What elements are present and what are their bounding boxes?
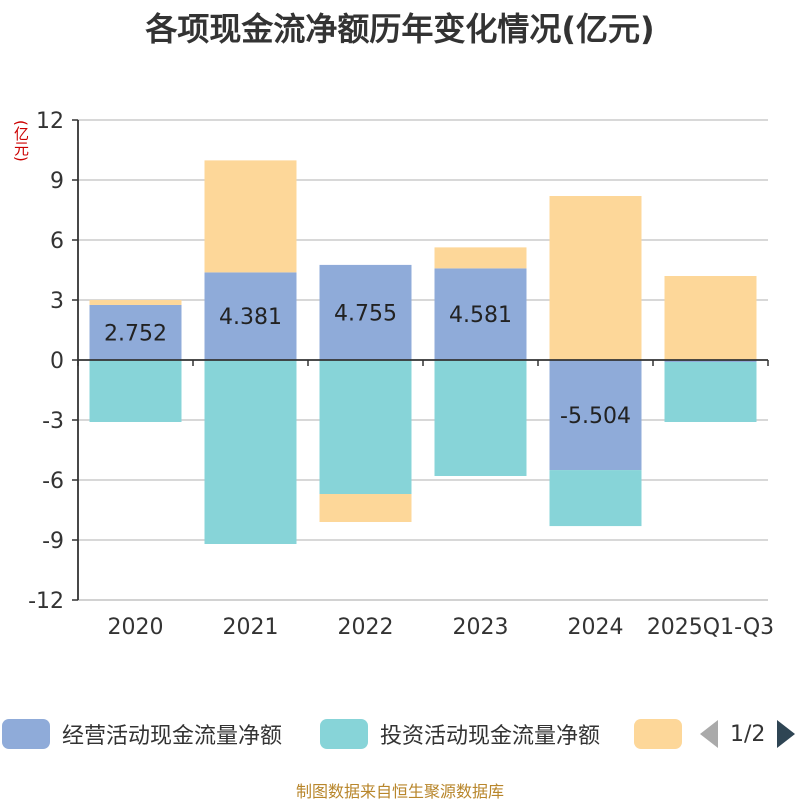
y-tick-label-5: -3 [42, 409, 64, 434]
bar-s0-2024[interactable] [549, 360, 642, 471]
axes: 12 9 6 3 0 -3 -6 -9 -12 2020 2021 2022 2023 2024 2025Q… [28, 109, 774, 640]
chart-title: 各项现金流净额历年变化情况(亿元) [145, 10, 655, 48]
legend-label-operating: 经营活动现金流量净额 [62, 724, 283, 749]
positive-bars [89, 160, 757, 360]
bar-s0-2020[interactable] [89, 304, 182, 360]
x-tick-label-2021: 2021 [223, 615, 279, 640]
x-tick-label-2024: 2024 [568, 615, 624, 640]
bar-s0-2023[interactable] [434, 268, 527, 360]
source-note: 制图数据来自恒生聚源数据库 [295, 782, 504, 801]
bar-s1-2023[interactable] [434, 360, 527, 476]
bar-s1-2021[interactable] [204, 360, 297, 544]
legend: 经营活动现金流量净额 投资活动现金流量净额 1/2 [0, 716, 800, 756]
x-tick-label-2023: 2023 [453, 615, 509, 640]
legend-swatch-operating [2, 719, 50, 749]
data-label-2023: 4.581 [449, 303, 512, 328]
bar-s2-2023[interactable] [434, 247, 527, 269]
x-tick-label-2020: 2020 [108, 615, 164, 640]
y-tick-label-8: -12 [28, 589, 64, 614]
data-label-2021: 4.381 [219, 305, 282, 330]
data-label-2024: -5.504 [560, 404, 631, 429]
bar-s2-2020[interactable] [89, 299, 182, 305]
y-tick-label-3: 3 [50, 289, 64, 314]
legend-label-investing: 投资活动现金流量净额 [380, 724, 601, 749]
bar-s0-2021[interactable] [204, 272, 297, 360]
x-tick-label-2022: 2022 [338, 615, 394, 640]
y-tick-label-7: -9 [42, 529, 64, 554]
bar-s2-2025Q1-Q3[interactable] [664, 276, 757, 360]
bar-s2-2021[interactable] [204, 160, 297, 273]
y-tick-label-4: 0 [50, 349, 64, 374]
legend-swatch-financing [634, 719, 682, 749]
data-label-2020: 2.752 [104, 321, 167, 346]
bar-s1-2025Q1-Q3[interactable] [664, 362, 757, 422]
legend-next-page-icon[interactable] [777, 720, 796, 748]
bar-s1-2024[interactable] [549, 470, 642, 527]
legend-swatch-investing [320, 719, 368, 749]
bar-s1-2022[interactable] [319, 360, 412, 494]
data-labels: 2.752 4.381 4.755 4.581 -5.504 [104, 301, 631, 429]
bar-s1-2020[interactable] [89, 360, 182, 422]
negative-bars [89, 360, 757, 544]
legend-item-investing[interactable]: 投资活动现金流量净额 [320, 716, 600, 752]
bar-s2-2022[interactable] [319, 494, 412, 522]
bar-s2-2024[interactable] [549, 196, 642, 360]
legend-pager: 1/2 [700, 716, 796, 752]
y-tick-label-2: 6 [50, 229, 64, 254]
bar-s0-2025Q1-Q3[interactable] [664, 360, 757, 362]
data-label-2022: 4.755 [334, 301, 397, 326]
legend-item-operating[interactable]: 经营活动现金流量净额 [2, 716, 282, 752]
legend-item-financing[interactable] [634, 716, 694, 752]
y-tick-label-1: 9 [50, 169, 64, 194]
legend-page-indicator: 1/2 [730, 721, 766, 747]
legend-prev-page-icon[interactable] [700, 720, 718, 748]
bar-s0-2022[interactable] [319, 264, 412, 360]
chart-plot: 12 9 6 3 0 -3 -6 -9 -12 2020 2021 2022 2023 2024 2025Q… [28, 109, 774, 640]
y-tick-label-0: 12 [36, 109, 64, 134]
y-axis-unit-label: (亿元) [12, 120, 30, 162]
x-tick-label-2025Q1-Q3: 2025Q1-Q3 [647, 615, 774, 640]
grid-lines [78, 119, 768, 601]
y-tick-label-6: -6 [42, 469, 64, 494]
